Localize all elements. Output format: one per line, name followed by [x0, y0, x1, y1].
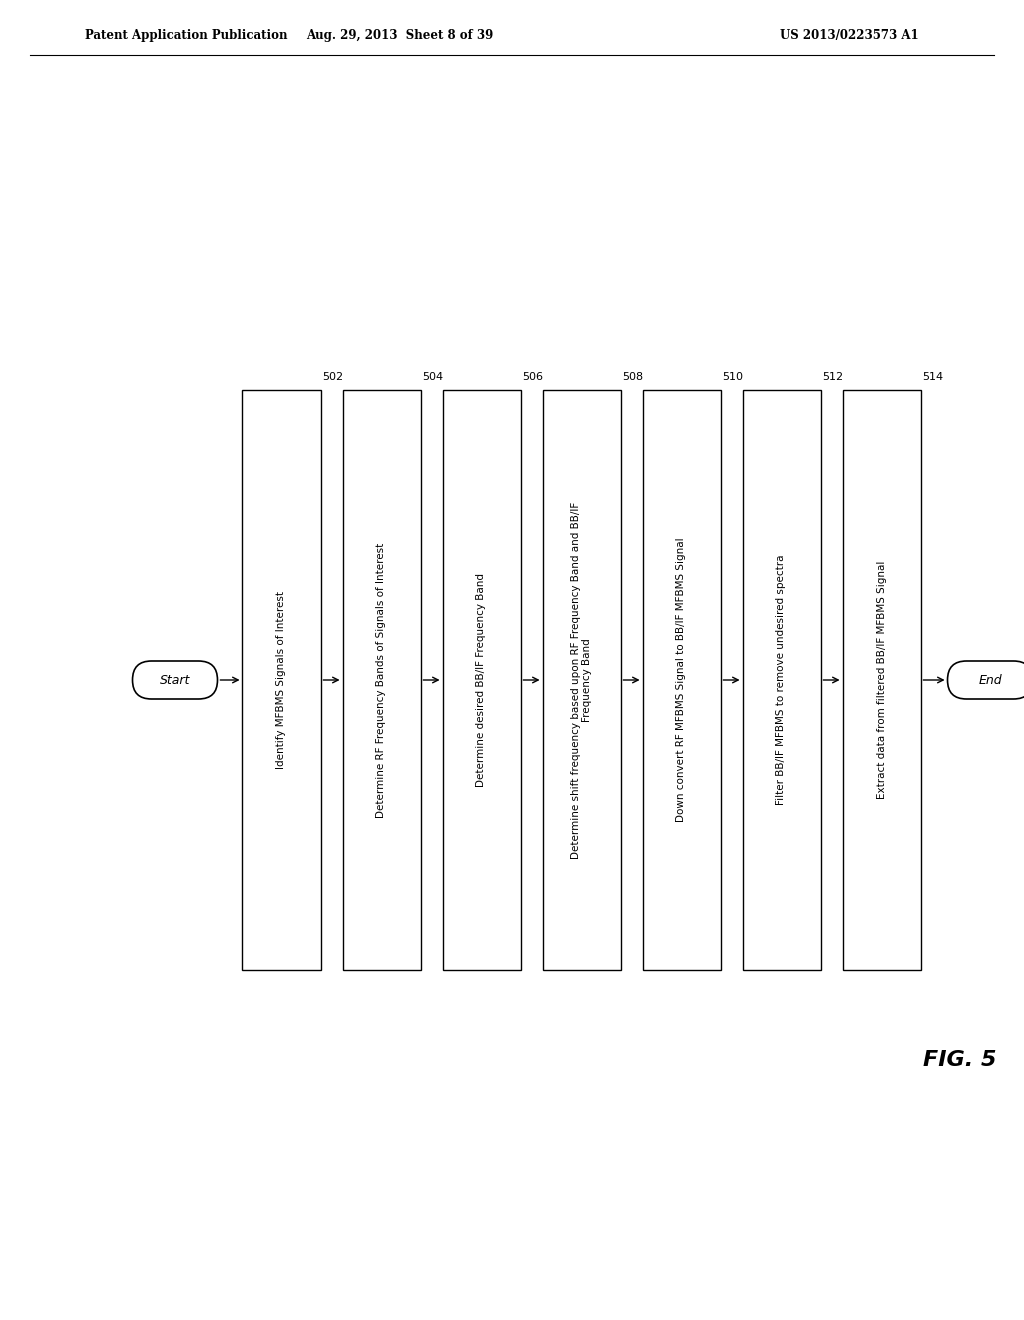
Text: End: End: [978, 673, 1001, 686]
FancyBboxPatch shape: [642, 389, 721, 970]
Text: 514: 514: [923, 372, 944, 381]
FancyBboxPatch shape: [742, 389, 820, 970]
FancyBboxPatch shape: [342, 389, 421, 970]
Text: 504: 504: [423, 372, 443, 381]
Text: FIG. 5: FIG. 5: [924, 1049, 996, 1071]
Text: 502: 502: [323, 372, 344, 381]
Text: Patent Application Publication: Patent Application Publication: [85, 29, 288, 41]
Text: US 2013/0223573 A1: US 2013/0223573 A1: [780, 29, 919, 41]
Text: Identify MFBMS Signals of Interest: Identify MFBMS Signals of Interest: [276, 591, 287, 770]
FancyBboxPatch shape: [132, 661, 217, 700]
Text: Filter BB/IF MFBMS to remove undesired spectra: Filter BB/IF MFBMS to remove undesired s…: [776, 554, 786, 805]
FancyBboxPatch shape: [442, 389, 520, 970]
Text: Down convert RF MFBMS Signal to BB/IF MFBMS Signal: Down convert RF MFBMS Signal to BB/IF MF…: [677, 537, 686, 822]
Text: 512: 512: [822, 372, 844, 381]
FancyBboxPatch shape: [947, 661, 1024, 700]
Text: 508: 508: [623, 372, 644, 381]
Text: Start: Start: [160, 673, 190, 686]
Text: Aug. 29, 2013  Sheet 8 of 39: Aug. 29, 2013 Sheet 8 of 39: [306, 29, 494, 41]
Text: 506: 506: [522, 372, 544, 381]
Text: Determine shift frequency based upon RF Frequency Band and BB/IF
Frequency Band: Determine shift frequency based upon RF …: [570, 502, 592, 858]
FancyBboxPatch shape: [543, 389, 621, 970]
Text: Determine RF Frequency Bands of Signals of Interest: Determine RF Frequency Bands of Signals …: [377, 543, 386, 817]
Text: 510: 510: [723, 372, 743, 381]
Text: Extract data from filtered BB/IF MFBMS Signal: Extract data from filtered BB/IF MFBMS S…: [877, 561, 887, 799]
Text: Determine desired BB/IF Frequency Band: Determine desired BB/IF Frequency Band: [476, 573, 486, 787]
FancyBboxPatch shape: [243, 389, 321, 970]
FancyBboxPatch shape: [843, 389, 921, 970]
